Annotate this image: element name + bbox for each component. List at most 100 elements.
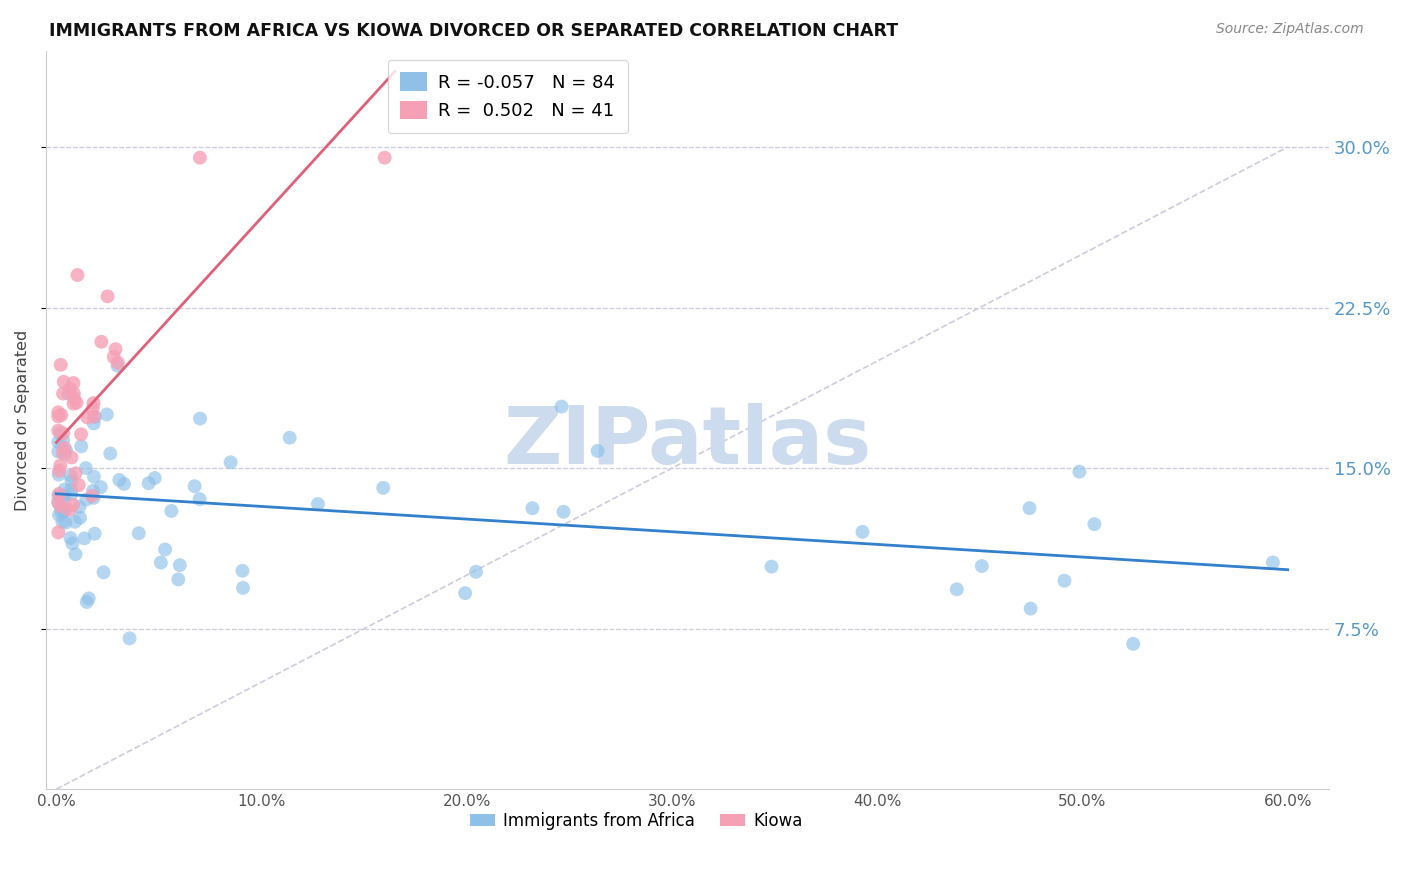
Point [160,504,183,518]
Point [58,386,80,401]
Point [851,524,873,539]
Point [83,396,105,410]
Point [278,431,301,445]
Point [231,564,253,578]
Point [69,510,91,524]
Point [52,446,75,460]
Point [82,401,104,416]
Point [1069,465,1091,479]
Point [73,532,96,546]
Point [48,487,70,501]
Point [46,444,69,458]
Point [128,526,150,541]
Point [46,495,69,509]
Point [1122,637,1144,651]
Point [49,500,72,514]
Point [51,506,73,520]
Point [60,483,83,497]
Point [107,359,129,373]
Point [90,334,112,349]
Point [76,410,98,425]
Point [49,358,72,372]
Point [553,505,575,519]
Y-axis label: Divorced or Separated: Divorced or Separated [15,329,30,510]
Point [84,410,107,425]
Point [96,408,118,422]
Point [219,455,242,469]
Point [66,395,89,409]
Point [59,382,82,396]
Point [169,558,191,573]
Point [454,586,477,600]
Point [55,443,77,458]
Point [104,342,127,356]
Point [1083,517,1105,532]
Point [586,444,609,458]
Point [46,409,69,424]
Point [65,547,87,561]
Point [1018,501,1040,516]
Point [51,408,73,422]
Point [52,491,75,505]
Point [53,489,76,503]
Point [188,151,211,165]
Point [143,471,166,485]
Point [98,446,121,460]
Point [465,565,488,579]
Point [761,559,783,574]
Point [75,461,97,475]
Point [48,508,70,522]
Point [107,356,129,370]
Point [550,400,572,414]
Point [373,481,395,495]
Point [83,469,105,483]
Point [374,151,396,165]
Point [53,483,76,497]
Point [83,409,105,424]
Point [70,427,93,442]
Point [522,501,544,516]
Point [58,503,80,517]
Point [138,476,160,491]
Point [53,447,76,461]
Point [46,489,69,503]
Point [62,376,84,390]
Point [60,450,83,465]
Point [62,498,84,512]
Point [52,375,75,389]
Point [112,476,135,491]
Point [63,392,86,406]
Point [149,556,172,570]
Point [946,582,969,597]
Point [83,417,105,431]
Point [62,397,84,411]
Point [48,467,70,482]
Point [63,515,86,529]
Point [103,350,125,364]
Point [83,491,105,505]
Point [51,515,73,529]
Point [49,425,72,440]
Point [96,289,118,303]
Point [66,268,89,282]
Text: Source: ZipAtlas.com: Source: ZipAtlas.com [1216,22,1364,37]
Point [183,479,205,493]
Point [52,386,75,401]
Point [53,441,76,455]
Point [46,435,69,450]
Point [67,478,90,492]
Point [46,495,69,509]
Point [188,492,211,507]
Point [83,526,105,541]
Point [60,487,83,501]
Point [59,468,82,483]
Point [82,483,104,498]
Point [65,467,87,481]
Point [63,386,86,401]
Point [52,426,75,441]
Point [49,458,72,473]
Point [46,525,69,540]
Point [59,531,82,545]
Point [52,505,75,519]
Point [970,559,993,574]
